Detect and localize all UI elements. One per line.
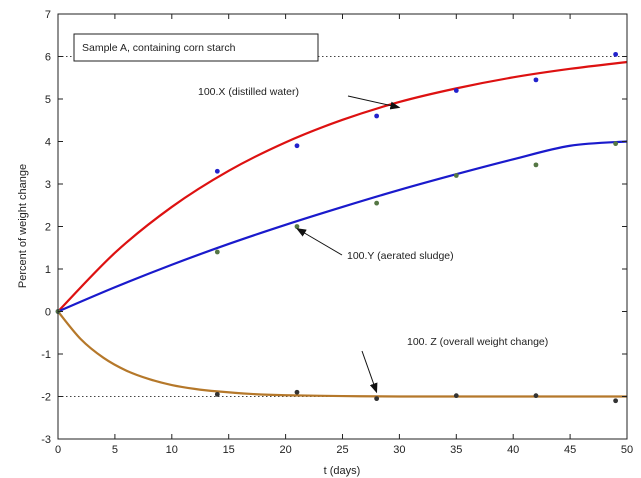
fit-curves <box>57 60 628 398</box>
data-point <box>294 143 300 149</box>
x-tick-label: 50 <box>621 444 633 456</box>
x-tick-label: 30 <box>393 444 405 456</box>
x-axis-title: t (days) <box>324 465 361 477</box>
legend-box-label: Sample A, containing corn starch <box>82 42 236 54</box>
x-tick-label: 45 <box>564 444 576 456</box>
data-point <box>453 393 459 399</box>
x-tick-label: 20 <box>279 444 291 456</box>
data-point <box>613 51 619 57</box>
data-point <box>374 200 380 206</box>
data-points <box>55 51 619 404</box>
data-point <box>374 113 380 119</box>
x-tick-label: 35 <box>450 444 462 456</box>
annotation-arrow <box>347 95 401 110</box>
x-tick-label: 25 <box>336 444 348 456</box>
data-point <box>533 393 539 399</box>
series-line-1 <box>57 140 628 313</box>
y-tick-label: 0 <box>45 307 51 319</box>
y-tick-label: 3 <box>45 179 51 191</box>
series-line-0 <box>57 60 628 313</box>
data-point <box>533 77 539 83</box>
data-point <box>294 389 300 395</box>
annotation-arrow <box>361 350 378 394</box>
data-point <box>453 88 459 93</box>
y-tick-label: -3 <box>41 434 51 446</box>
y-tick-label: 2 <box>45 222 51 234</box>
series-line-2 <box>57 310 627 398</box>
y-tick-label: 4 <box>45 137 51 149</box>
x-tick-label: 0 <box>55 444 61 456</box>
data-point <box>613 141 619 147</box>
data-point <box>453 173 459 178</box>
data-point <box>214 168 220 174</box>
x-tick-label: 5 <box>112 444 118 456</box>
x-tick-label: 40 <box>507 444 519 456</box>
data-point <box>214 391 220 397</box>
x-tick-label: 15 <box>223 444 235 456</box>
plot-background <box>58 14 627 439</box>
annotation-arrow <box>296 228 343 256</box>
y-tick-label: 6 <box>45 52 51 64</box>
data-point <box>533 162 539 168</box>
legend-box: Sample A, containing corn starch <box>73 33 319 62</box>
data-point <box>294 224 300 229</box>
y-tick-label: 7 <box>45 9 51 21</box>
series-annotation-label: 100.Y (aerated sludge) <box>347 250 454 262</box>
data-point <box>214 249 220 255</box>
series-annotation-label: 100. Z (overall weight change) <box>407 336 548 348</box>
y-axis-title: Percent of weight change <box>17 164 29 288</box>
y-tick-label: 5 <box>45 94 51 106</box>
annotations: 100.X (distilled water) 100.Y (aerated sl… <box>198 86 548 394</box>
x-tick-label: 10 <box>166 444 178 456</box>
y-tick-label: 1 <box>45 264 51 276</box>
y-tick-label: -2 <box>41 392 51 404</box>
data-point <box>374 396 380 402</box>
series-annotation-label: 100.X (distilled water) <box>198 86 299 98</box>
data-point <box>613 398 619 404</box>
y-tick-label: -1 <box>41 349 51 361</box>
